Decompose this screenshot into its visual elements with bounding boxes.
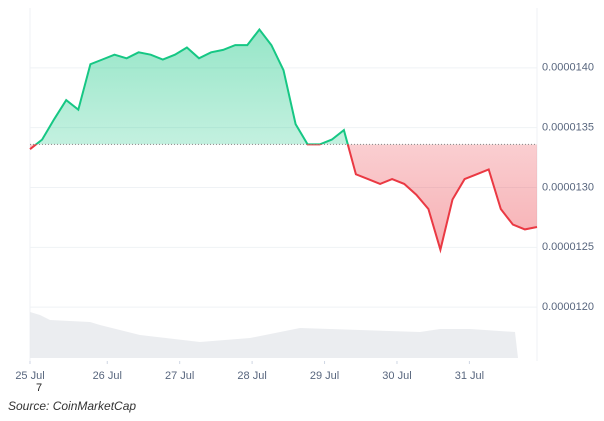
footnote-mark: 7 [36, 382, 42, 394]
x-tick-label: 26 Jul [93, 370, 122, 382]
price-line-down [29, 144, 538, 254]
area-down [30, 144, 537, 250]
area-up [36, 29, 348, 145]
x-tick-label: 28 Jul [237, 370, 266, 382]
x-tick-label: 25 Jul [15, 370, 44, 382]
x-tick-label: 29 Jul [310, 370, 339, 382]
price-line-up [34, 27, 349, 145]
x-tick-label: 30 Jul [382, 370, 411, 382]
x-tick-label: 27 Jul [165, 370, 194, 382]
y-tick-label: 0.0000125 [542, 241, 594, 253]
y-tick-label: 0.0000120 [542, 301, 594, 313]
y-tick-label: 0.0000140 [542, 62, 594, 74]
source-text: Source: CoinMarketCap [8, 399, 136, 413]
y-tick-label: 0.0000135 [542, 122, 594, 134]
volume-area [30, 312, 518, 358]
x-tick-label: 31 Jul [455, 370, 484, 382]
y-tick-label: 0.0000130 [542, 181, 594, 193]
